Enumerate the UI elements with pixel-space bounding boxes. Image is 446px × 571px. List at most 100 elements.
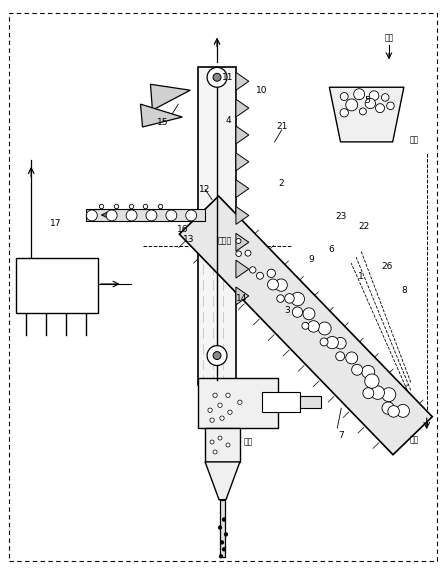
Bar	[198, 379, 278, 428]
Circle shape	[236, 239, 241, 243]
Circle shape	[365, 98, 376, 108]
Bar	[205, 428, 240, 462]
Circle shape	[340, 108, 348, 117]
Polygon shape	[236, 207, 249, 224]
Text: 21: 21	[276, 123, 287, 131]
Circle shape	[376, 104, 384, 112]
Text: 1: 1	[358, 272, 364, 280]
Circle shape	[213, 73, 221, 81]
Circle shape	[220, 541, 224, 544]
Text: 23: 23	[335, 212, 347, 221]
Circle shape	[371, 386, 384, 399]
Text: 2: 2	[279, 179, 285, 188]
Bar	[262, 392, 300, 412]
Circle shape	[106, 210, 117, 221]
Circle shape	[213, 393, 217, 397]
Circle shape	[382, 402, 394, 415]
Circle shape	[382, 388, 396, 401]
Polygon shape	[150, 85, 190, 110]
Circle shape	[359, 108, 366, 115]
Circle shape	[207, 345, 227, 365]
Polygon shape	[236, 287, 249, 305]
Circle shape	[218, 403, 222, 408]
Circle shape	[369, 91, 379, 100]
Circle shape	[326, 336, 339, 349]
Circle shape	[224, 533, 228, 536]
Polygon shape	[205, 462, 240, 500]
Circle shape	[222, 548, 226, 551]
Circle shape	[207, 67, 227, 87]
Circle shape	[220, 416, 224, 420]
Circle shape	[362, 365, 375, 379]
Text: 17: 17	[50, 219, 62, 228]
Circle shape	[354, 89, 365, 100]
Circle shape	[238, 400, 242, 404]
Circle shape	[222, 518, 226, 521]
Polygon shape	[236, 126, 249, 144]
Circle shape	[267, 269, 276, 278]
Bar	[219, 500, 226, 557]
Text: 13: 13	[182, 235, 194, 244]
Polygon shape	[179, 196, 432, 455]
Circle shape	[318, 322, 331, 335]
Circle shape	[365, 374, 379, 388]
Bar	[17, 258, 98, 313]
Circle shape	[146, 210, 157, 221]
Text: 11: 11	[222, 73, 234, 82]
Circle shape	[208, 408, 212, 412]
Circle shape	[219, 554, 223, 558]
Circle shape	[213, 450, 217, 454]
Polygon shape	[236, 234, 249, 251]
Circle shape	[186, 210, 197, 221]
Text: 流水: 流水	[384, 33, 393, 42]
Circle shape	[336, 352, 345, 361]
Polygon shape	[236, 99, 249, 117]
Circle shape	[340, 93, 348, 100]
Text: 22: 22	[359, 222, 370, 231]
Bar	[198, 67, 236, 385]
Polygon shape	[236, 260, 249, 278]
Text: 9: 9	[309, 255, 314, 264]
Text: 7: 7	[339, 431, 344, 440]
Circle shape	[334, 337, 346, 349]
Bar	[86, 210, 205, 222]
Circle shape	[256, 272, 264, 279]
Polygon shape	[140, 104, 182, 127]
Text: 10: 10	[256, 86, 268, 95]
Circle shape	[228, 410, 232, 415]
Circle shape	[308, 321, 319, 332]
Circle shape	[346, 352, 358, 364]
Circle shape	[218, 526, 222, 529]
Circle shape	[292, 307, 303, 317]
Text: 3: 3	[285, 306, 290, 315]
Circle shape	[396, 404, 409, 417]
Text: 8: 8	[401, 287, 407, 295]
Circle shape	[302, 323, 309, 329]
Circle shape	[291, 292, 305, 306]
Circle shape	[87, 210, 97, 221]
Circle shape	[285, 293, 294, 303]
Polygon shape	[236, 73, 249, 90]
Text: 6: 6	[328, 245, 334, 254]
Text: 26: 26	[381, 262, 392, 271]
Circle shape	[275, 279, 287, 291]
Circle shape	[387, 102, 394, 110]
Circle shape	[236, 251, 241, 256]
Text: 16: 16	[177, 225, 188, 234]
Text: 水位线: 水位线	[218, 237, 232, 246]
Circle shape	[210, 440, 214, 444]
Bar	[300, 396, 322, 408]
Circle shape	[245, 250, 251, 256]
Polygon shape	[236, 180, 249, 198]
Text: 废水: 废水	[409, 436, 418, 445]
Circle shape	[320, 338, 328, 346]
Circle shape	[210, 418, 214, 423]
Circle shape	[268, 279, 278, 290]
Circle shape	[346, 99, 358, 111]
Circle shape	[363, 388, 374, 399]
Circle shape	[226, 443, 230, 447]
Circle shape	[126, 210, 137, 221]
Circle shape	[166, 210, 177, 221]
Circle shape	[388, 405, 399, 417]
Text: 12: 12	[199, 185, 211, 194]
